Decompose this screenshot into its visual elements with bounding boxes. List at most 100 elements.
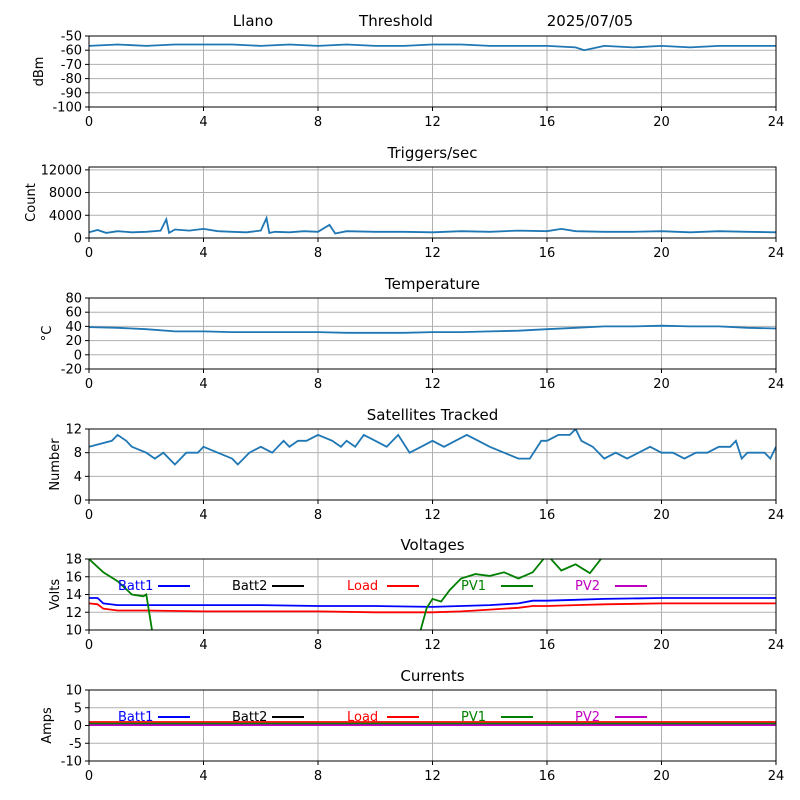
y-axis-label: °C <box>40 326 55 342</box>
x-tick-label: 0 <box>85 769 93 784</box>
x-tick-label: 4 <box>199 638 207 653</box>
y-tick-label: 4000 <box>49 209 82 224</box>
x-tick-label: 16 <box>539 377 556 392</box>
y-tick-label: 20 <box>65 334 82 349</box>
x-tick-label: 24 <box>768 638 785 653</box>
panel-triggers: 0 4 8 12 16 20 24 0 4000 8000 12000 Triggers/sec Cou… <box>24 144 784 261</box>
x-tick-label: 4 <box>199 246 207 261</box>
y-tick-label: 0 <box>74 348 82 363</box>
y-tick-label: 10 <box>65 624 82 639</box>
y-tick-label: 0 <box>74 719 82 734</box>
x-tick-label: 16 <box>539 769 556 784</box>
y-tick-label: 18 <box>65 553 82 568</box>
series-line-triggers <box>89 215 776 235</box>
y-tick-label: -80 <box>61 72 82 87</box>
y-tick-label: -20 <box>61 363 82 378</box>
x-tick-label: 20 <box>653 115 670 130</box>
x-tick-label: 4 <box>199 769 207 784</box>
x-tick-label: 0 <box>85 638 93 653</box>
panel-title: Satellites Tracked <box>367 406 498 424</box>
series-line-batt1 <box>89 597 776 608</box>
y-axis-label: Volts <box>48 579 63 611</box>
y-tick-label: 8000 <box>49 186 82 201</box>
panel-signal: 0 4 8 12 16 20 24 -100-90-80-70-60-50 dBm <box>32 30 784 131</box>
legend-label-pv1: PV1 <box>461 579 486 594</box>
y-tick-label: -70 <box>61 58 82 73</box>
y-axis-label: Amps <box>40 707 55 744</box>
x-tick-label: 4 <box>199 377 207 392</box>
y-tick-label: -100 <box>52 101 82 116</box>
y-tick-label: 4 <box>74 470 82 485</box>
series-line-signal <box>89 43 776 52</box>
legend-label-load: Load <box>347 579 378 594</box>
panel-voltages: 0 4 8 12 16 20 24 10 12 14 16 18 Voltages Volts Batt1 B… <box>48 536 784 653</box>
legend-label-pv2: PV2 <box>575 710 600 725</box>
y-tick-label: 80 <box>65 292 82 307</box>
y-tick-label: -60 <box>61 44 82 59</box>
x-tick-label: 0 <box>85 115 93 130</box>
x-tick-label: 16 <box>539 115 556 130</box>
x-tick-label: 0 <box>85 508 93 523</box>
y-tick-label: 12 <box>65 423 82 438</box>
series-line-pv1 <box>89 559 603 630</box>
y-tick-label: 10 <box>65 684 82 699</box>
x-tick-label: 20 <box>653 246 670 261</box>
x-tick-label: 12 <box>424 377 441 392</box>
x-tick-label: 24 <box>768 508 785 523</box>
series-line-temperature <box>89 324 776 334</box>
x-tick-label: 20 <box>653 769 670 784</box>
y-tick-label: 14 <box>65 588 82 603</box>
panel-satellites: 0 4 8 12 16 20 24 0 4 8 12 Satellites Tracked Number <box>48 406 784 523</box>
y-axis-label: dBm <box>32 57 47 87</box>
x-tick-label: 12 <box>424 246 441 261</box>
x-tick-label: 8 <box>314 115 322 130</box>
x-tick-label: 20 <box>653 377 670 392</box>
y-tick-label: 60 <box>65 306 82 321</box>
x-tick-label: 8 <box>314 246 322 261</box>
y-tick-label: 12 <box>65 606 82 621</box>
x-tick-label: 24 <box>768 246 785 261</box>
y-tick-label: -5 <box>69 737 82 752</box>
x-tick-label: 24 <box>768 769 785 784</box>
legend-label-batt1: Batt1 <box>118 710 153 725</box>
panel-title: Currents <box>400 667 464 685</box>
legend-label-batt2: Batt2 <box>232 579 267 594</box>
x-tick-label: 8 <box>314 638 322 653</box>
series-line-satellites <box>89 429 776 466</box>
y-tick-label: 8 <box>74 446 82 461</box>
header-site: Llano <box>233 12 273 30</box>
series-line-load <box>89 602 776 614</box>
legend-label-load: Load <box>347 710 378 725</box>
panel-title: Temperature <box>384 275 480 293</box>
x-tick-label: 12 <box>424 115 441 130</box>
legend-label-pv2: PV2 <box>575 579 600 594</box>
y-tick-label: -90 <box>61 86 82 101</box>
y-tick-label: -50 <box>61 30 82 45</box>
legend-label-pv1: PV1 <box>461 710 486 725</box>
y-tick-label: -10 <box>61 755 82 770</box>
panel-currents: 0 4 8 12 16 20 24 -10 -5 0 5 10 Currents Amps Batt1 Bat… <box>40 667 784 784</box>
x-tick-label: 16 <box>539 246 556 261</box>
y-tick-label: 0 <box>74 232 82 247</box>
x-tick-label: 16 <box>539 508 556 523</box>
header-date: 2025/07/05 <box>547 12 633 30</box>
panel-title: Triggers/sec <box>387 144 478 162</box>
legend-label-batt1: Batt1 <box>118 579 153 594</box>
x-tick-label: 8 <box>314 377 322 392</box>
x-tick-label: 16 <box>539 638 556 653</box>
y-tick-label: 12000 <box>41 163 82 178</box>
x-tick-label: 8 <box>314 769 322 784</box>
x-tick-label: 4 <box>199 115 207 130</box>
header-mode: Threshold <box>358 12 433 30</box>
x-tick-label: 24 <box>768 115 785 130</box>
x-tick-label: 12 <box>424 769 441 784</box>
y-tick-label: 5 <box>74 701 82 716</box>
y-axis-label: Count <box>24 183 39 222</box>
panel-title: Voltages <box>400 536 464 554</box>
x-tick-label: 0 <box>85 377 93 392</box>
x-tick-label: 12 <box>424 638 441 653</box>
x-tick-label: 12 <box>424 508 441 523</box>
